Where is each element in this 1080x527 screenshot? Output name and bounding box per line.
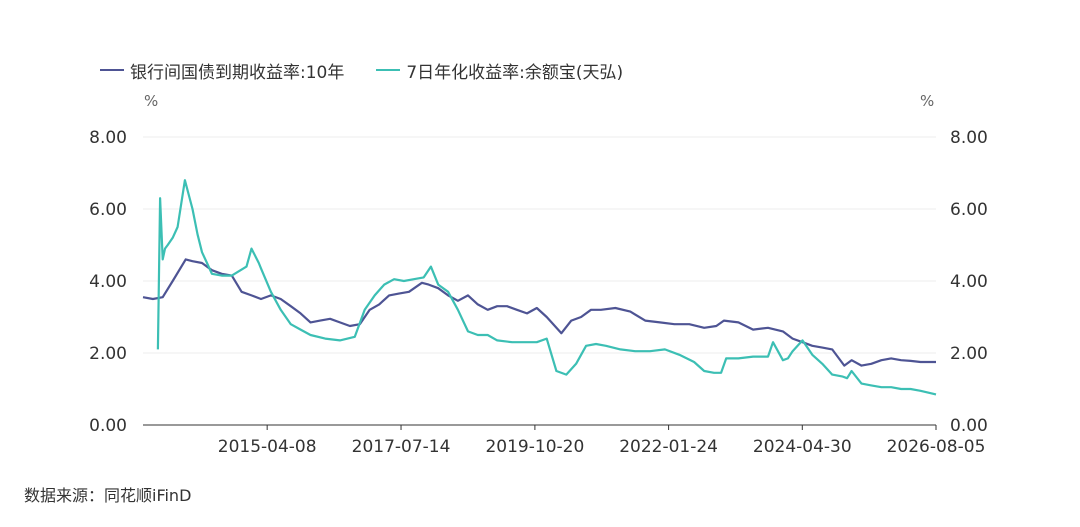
legend-item-yuebao[interactable]: 7日年化收益率:余额宝(天弘) <box>376 58 623 83</box>
y-tick-right-8.00: 8.00 <box>950 128 988 148</box>
y-tick-right-6.00: 6.00 <box>950 200 988 220</box>
x-tick-2017-07-14: 2017-07-14 <box>352 437 451 457</box>
x-tick-2026-08-05: 2026-08-05 <box>887 437 986 457</box>
y-tick-right-0.00: 0.00 <box>950 416 988 436</box>
y-tick-right-2.00: 2.00 <box>950 344 988 364</box>
line-chart: 0.00 0.00 2.00 2.00 4.00 4.00 6.00 6.00 8.00 8.00… <box>89 128 988 457</box>
y-tick-left-6.00: 6.00 <box>89 200 127 220</box>
right-axis-unit: % <box>920 92 935 110</box>
left-axis-unit: % <box>144 92 159 110</box>
legend-swatch-bond-yield <box>100 69 124 71</box>
chart-legend: 银行间国债到期收益率:10年 7日年化收益率:余额宝(天弘) <box>100 58 655 83</box>
x-tick-2022-01-24: 2022-01-24 <box>619 437 718 457</box>
y-tick-left-4.00: 4.00 <box>89 272 127 292</box>
legend-label-yuebao: 7日年化收益率:余额宝(天弘) <box>406 62 624 83</box>
y-tick-left-2.00: 2.00 <box>89 344 127 364</box>
legend-label-bond-yield: 银行间国债到期收益率:10年 <box>130 62 345 83</box>
y-tick-left-8.00: 8.00 <box>89 128 127 148</box>
x-tick-2015-04-08: 2015-04-08 <box>218 437 317 457</box>
x-tick-2019-10-20: 2019-10-20 <box>485 437 584 457</box>
series-line-1 <box>156 179 937 396</box>
legend-swatch-yuebao <box>376 69 401 71</box>
source-note: 数据来源：同花顺iFinD <box>24 486 192 505</box>
x-tick-2024-04-30: 2024-04-30 <box>753 437 852 457</box>
legend-item-bond-yield[interactable]: 银行间国债到期收益率:10年 <box>100 58 344 83</box>
y-tick-left-0.00: 0.00 <box>89 416 127 436</box>
series-line-0 <box>142 258 936 367</box>
y-tick-right-4.00: 4.00 <box>950 272 988 292</box>
